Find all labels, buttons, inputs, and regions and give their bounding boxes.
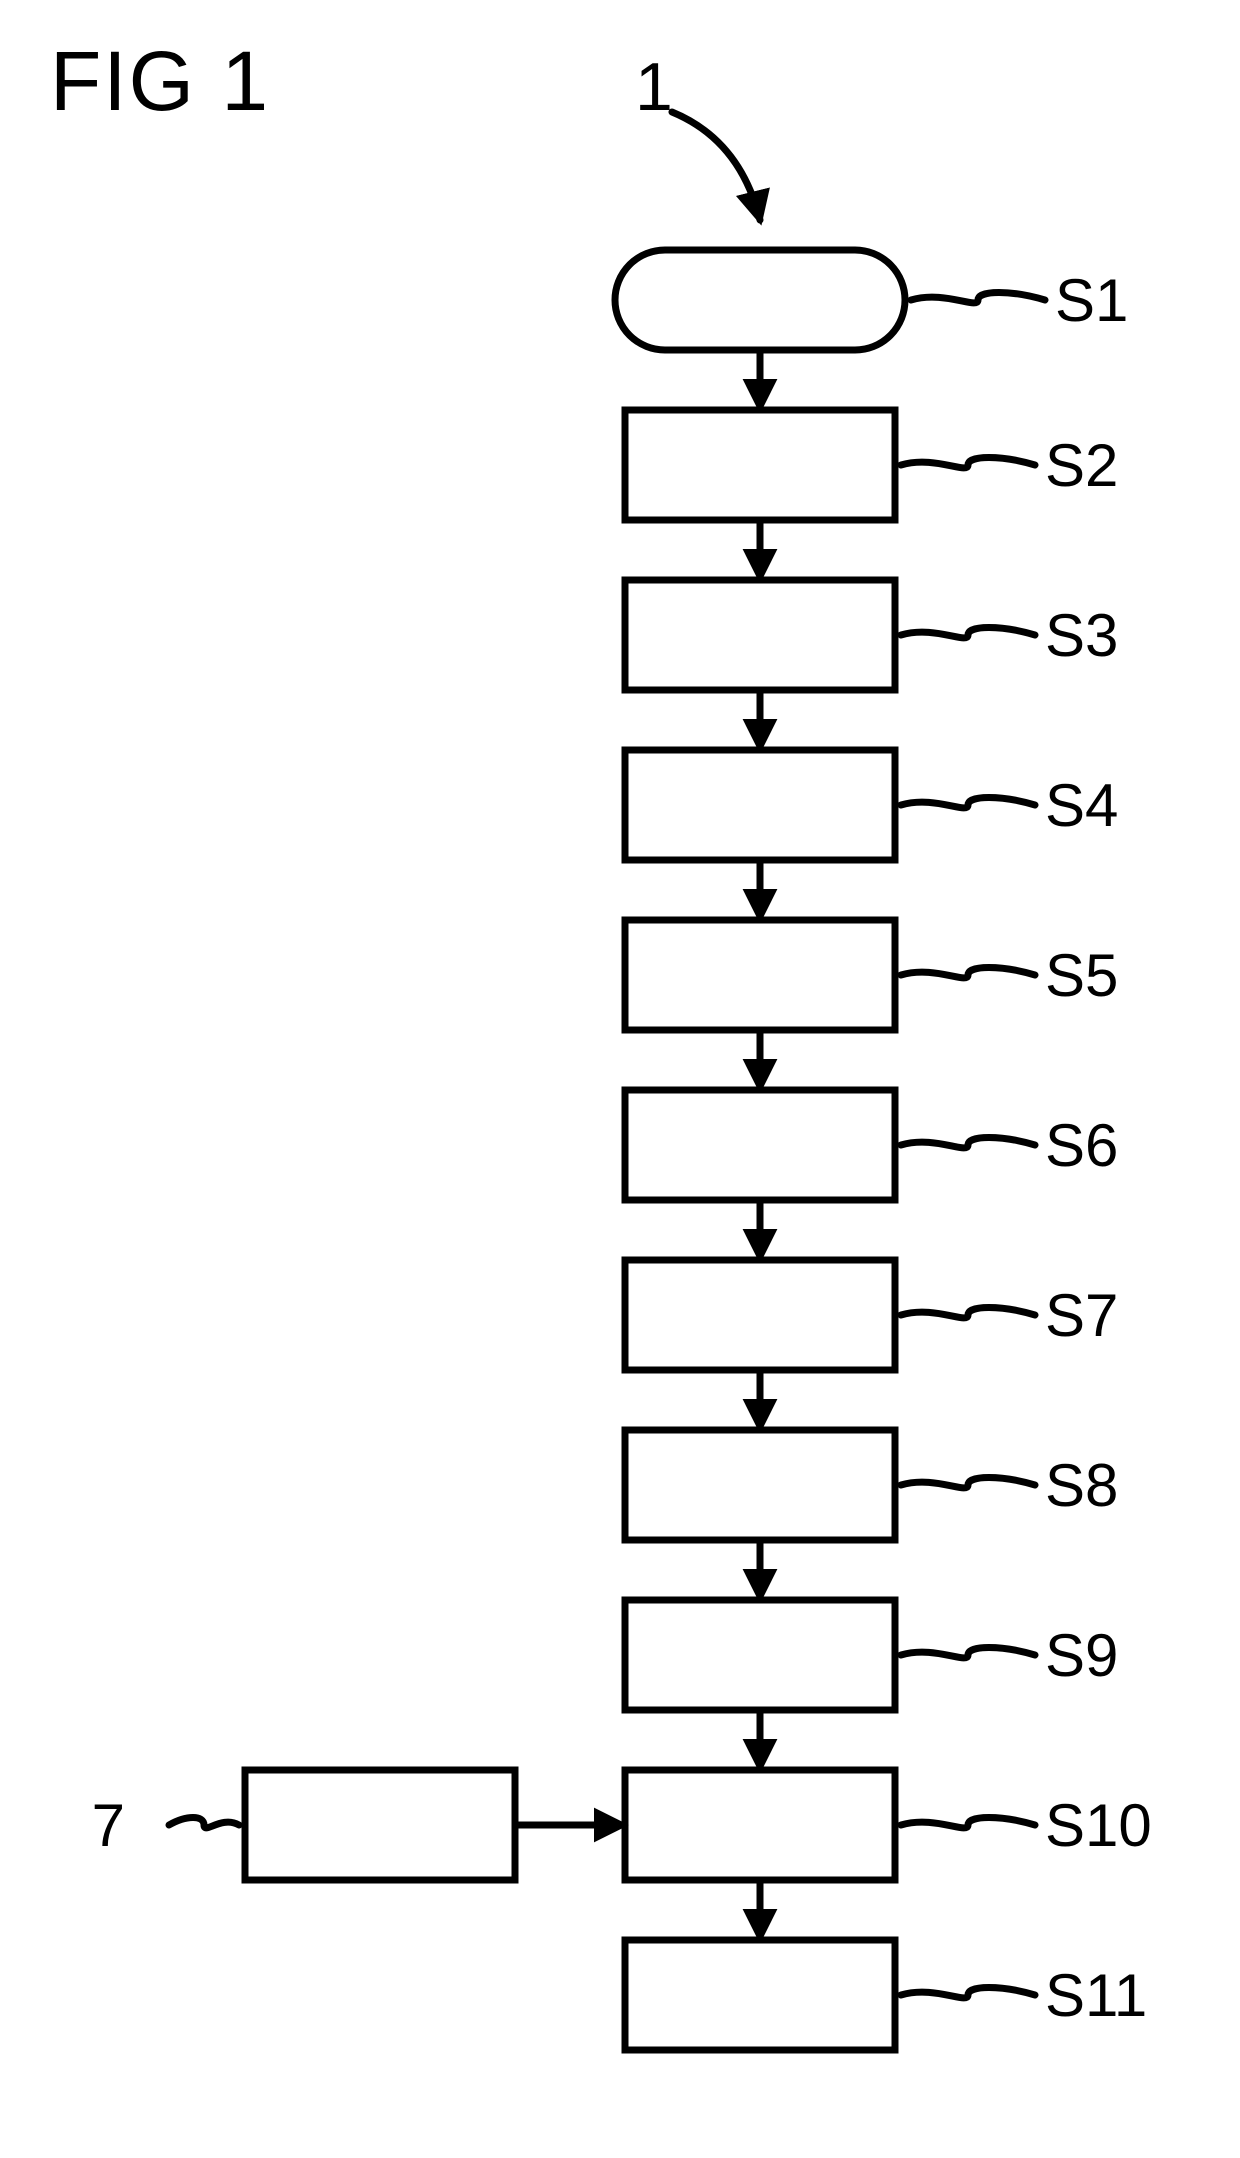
- label-connector-S5: [901, 968, 1035, 978]
- figure-number-pointer: [672, 112, 760, 220]
- step-S8: [625, 1430, 895, 1540]
- step-S3: [625, 580, 895, 690]
- step-label-S8: S8: [1045, 1452, 1118, 1519]
- label-connector-S10: [901, 1818, 1035, 1828]
- step-S9: [625, 1600, 895, 1710]
- step-S2: [625, 410, 895, 520]
- step-S7: [625, 1260, 895, 1370]
- step-S6: [625, 1090, 895, 1200]
- step-label-S11: S11: [1045, 1962, 1147, 2029]
- label-connector-7: [169, 1818, 239, 1828]
- step-label-S9: S9: [1045, 1622, 1118, 1689]
- step-S5: [625, 920, 895, 1030]
- step-label-S5: S5: [1045, 942, 1118, 1009]
- flowchart-figure: FIG 1 S1 S2 S3 S4 S5 S6 S7 S8 S9 S10 S11 7 1: [0, 0, 1240, 2158]
- label-connector-S7: [901, 1308, 1035, 1318]
- label-connector-S9: [901, 1648, 1035, 1658]
- step-S10: [625, 1770, 895, 1880]
- step-label-S7: S7: [1045, 1282, 1118, 1349]
- step-label-S1: S1: [1055, 267, 1128, 334]
- label-connector-S3: [901, 628, 1035, 638]
- label-connector-S4: [901, 798, 1035, 808]
- figure-number-label: 1: [635, 49, 673, 125]
- step-S4: [625, 750, 895, 860]
- step-label-S10: S10: [1045, 1792, 1152, 1859]
- label-connector-S8: [901, 1478, 1035, 1488]
- label-connector-S6: [901, 1138, 1035, 1148]
- step-label-S6: S6: [1045, 1112, 1118, 1179]
- figure-title: FIG 1: [50, 34, 270, 128]
- side-input-label: 7: [92, 1792, 125, 1859]
- step-S11: [625, 1940, 895, 2050]
- label-connector-S11: [901, 1988, 1035, 1998]
- side-input-box: [245, 1770, 515, 1880]
- step-label-S3: S3: [1045, 602, 1118, 669]
- label-connector-S2: [901, 458, 1035, 468]
- step-label-S4: S4: [1045, 772, 1118, 839]
- step-label-S2: S2: [1045, 432, 1118, 499]
- step-S1: [615, 250, 905, 350]
- label-connector-S1: [911, 293, 1045, 303]
